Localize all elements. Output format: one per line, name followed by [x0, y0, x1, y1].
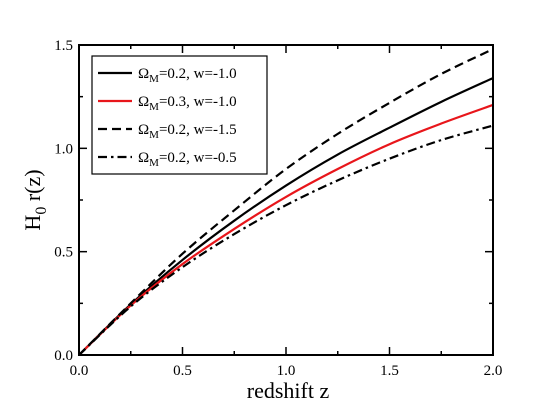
legend-label-4: ΩM=0.2, w=-0.5: [138, 150, 237, 169]
x-tick-label: 0.0: [70, 363, 89, 379]
series-line-1: [79, 77, 493, 355]
y-tick-label: 0.0: [54, 348, 73, 364]
y-tick-label: 0.5: [54, 245, 73, 261]
x-tick-label: 1.0: [277, 363, 296, 379]
x-axis-label: redshift z: [247, 378, 330, 403]
series-layer: [79, 48, 493, 355]
legend-label-1: ΩM=0.2, w=-1.0: [138, 66, 237, 85]
series-line-4: [79, 124, 493, 355]
x-tick-label: 0.5: [173, 363, 192, 379]
x-tick-label: 1.5: [380, 363, 399, 379]
y-axis-label: H0 r(z): [20, 169, 50, 230]
axes-layer: 0.0 0.5 1.0 1.5 2.0 0.0 0.5 1.0 1.5: [54, 38, 502, 379]
series-line-3: [79, 48, 493, 355]
legend: ΩM=0.2, w=-1.0 ΩM=0.3, w=-1.0 ΩM=0.2, w=-1…: [91, 55, 268, 175]
legend-box: [91, 55, 268, 175]
legend-label-2: ΩM=0.3, w=-1.0: [138, 94, 237, 113]
y-axis-label-rest: r(z): [20, 169, 45, 206]
y-tick-label: 1.0: [54, 141, 73, 157]
legend-label-3: ΩM=0.2, w=-1.5: [138, 122, 237, 141]
y-axis-label-main: H: [20, 215, 45, 231]
x-tick-label: 2.0: [484, 363, 503, 379]
y-axis-label-sub: 0: [33, 207, 50, 215]
y-tick-label: 1.5: [54, 38, 73, 54]
